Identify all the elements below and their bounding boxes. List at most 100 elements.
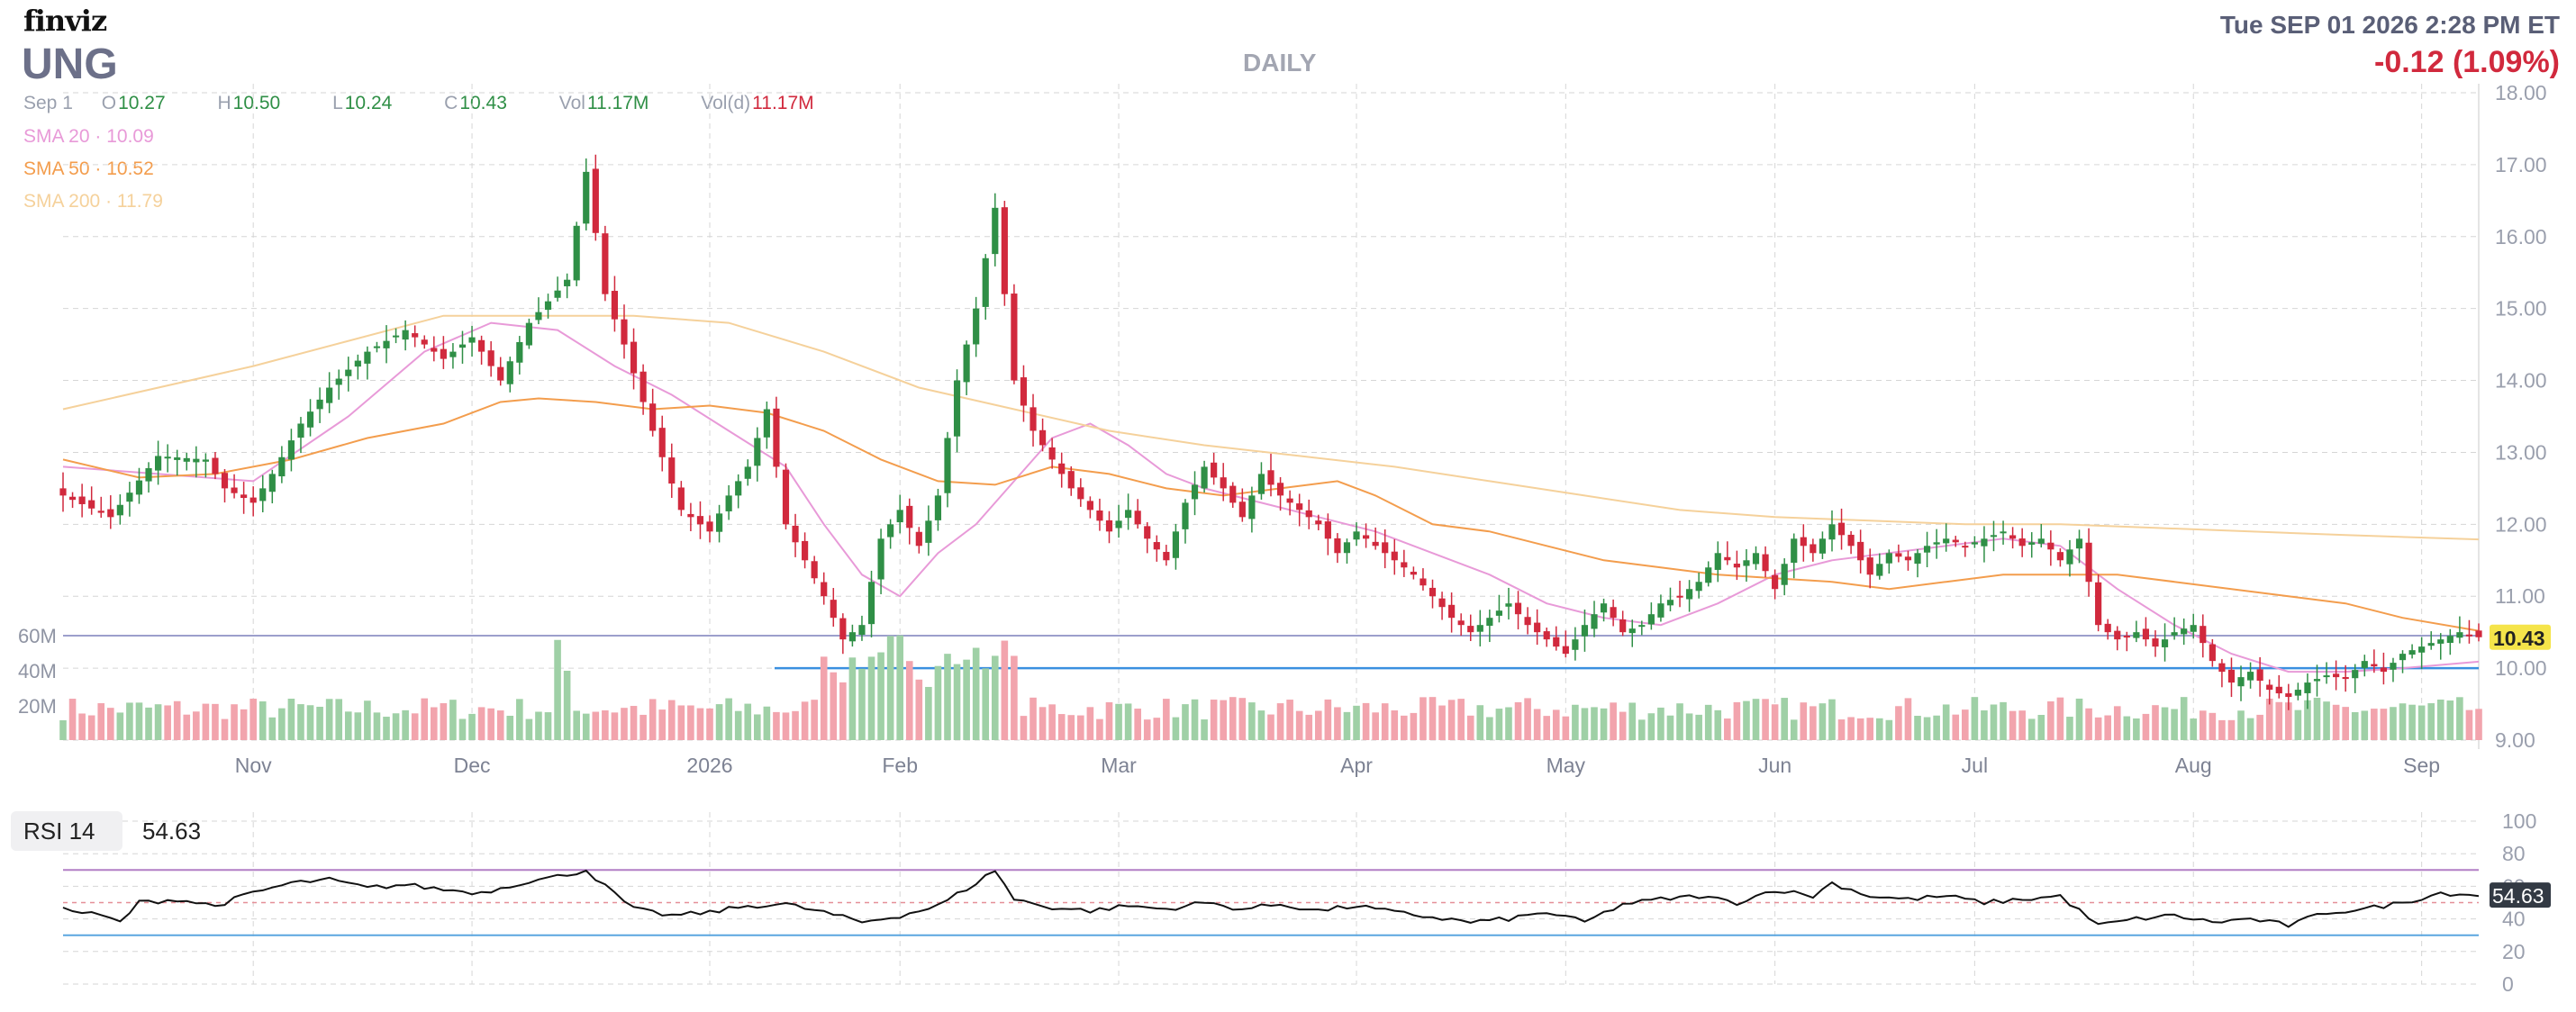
candle-body (2218, 663, 2226, 673)
volume-bar (173, 700, 181, 740)
volume-bar (1257, 710, 1265, 740)
sma200-legend[interactable]: SMA 200 · 11.79 (23, 191, 163, 212)
candle-body (458, 344, 467, 348)
volume-tick-label: 20M (18, 695, 57, 718)
candle-body (2380, 667, 2387, 673)
candle-body (97, 511, 104, 513)
volume-bar (183, 714, 191, 740)
volume-bar (925, 686, 932, 740)
volume-bar (2133, 718, 2140, 740)
volume-bar (554, 639, 561, 740)
candle-body (1686, 589, 1693, 600)
volume-bar (1191, 699, 1199, 740)
low-value: 10.24 (344, 93, 393, 113)
candle-body (1524, 617, 1531, 626)
price-tick-label: 18.00 (2495, 81, 2547, 104)
candle-body (1115, 520, 1122, 529)
volume-bar (2246, 718, 2254, 740)
candle-body (1666, 600, 1674, 606)
rsi-panel: 10080604020054.63 (62, 809, 2551, 996)
volume-bar (1201, 719, 1208, 740)
month-tick-label: Feb (882, 754, 918, 777)
rsi-tick-label: 80 (2502, 842, 2526, 865)
candle-body (221, 473, 229, 489)
price-tick-label: 10.00 (2495, 656, 2547, 680)
candle-body (773, 408, 780, 467)
candle-body (1952, 539, 1959, 543)
candle-body (973, 308, 980, 345)
volume-bar (1229, 697, 1237, 740)
volume-bar (278, 708, 286, 740)
candle-body (2475, 630, 2482, 637)
volume-bar (487, 708, 494, 740)
volume-bar (2075, 698, 2083, 740)
volume-bar (2123, 716, 2131, 740)
volume-bar (1420, 697, 1427, 740)
rsi-indicator-label[interactable]: RSI 14 (11, 811, 122, 851)
candle-body (1895, 553, 1902, 557)
volume-bar (525, 718, 533, 740)
candle-body (1382, 542, 1389, 554)
candle-body (1876, 564, 1883, 576)
candle-body (1182, 502, 1189, 529)
candle-body (2342, 677, 2349, 680)
volume-bar (1381, 703, 1389, 740)
candle-body (1819, 538, 1827, 554)
candle-body (1724, 556, 1731, 561)
candle-body (145, 468, 152, 482)
rsi-tick-label: 40 (2502, 908, 2526, 931)
volume-bar (2285, 702, 2292, 740)
candle-body (1714, 553, 1721, 570)
volume-bar (2390, 707, 2397, 740)
candle-body (1619, 619, 1627, 633)
volume-bar (687, 705, 694, 740)
volume-bar (2009, 710, 2017, 740)
volume-bar (2446, 700, 2454, 740)
close-label: C (444, 93, 458, 113)
candle-body (1810, 544, 1817, 554)
candle-body (611, 291, 619, 320)
high-label: H (217, 93, 231, 113)
candle-body (1837, 522, 1846, 536)
volume-bar (2047, 701, 2054, 740)
candle-body (155, 456, 162, 471)
high-value: 10.50 (232, 93, 281, 113)
sma50-legend[interactable]: SMA 50 · 10.52 (23, 158, 154, 179)
volume-bar (2237, 710, 2245, 740)
sma20-legend[interactable]: SMA 20 · 10.09 (23, 126, 154, 147)
volume-bar (1828, 699, 1836, 740)
price-tick-label: 15.00 (2495, 297, 2547, 321)
candle-body (1267, 470, 1274, 485)
candle-body (1610, 607, 1617, 619)
volume-bar (1962, 709, 1969, 740)
candle-body (326, 387, 333, 403)
volume-bar (1011, 655, 1018, 740)
candle-body (877, 538, 884, 580)
candle-body (1296, 503, 1303, 511)
chart-grid (63, 84, 2480, 984)
candle-body (1514, 602, 1522, 615)
candle-body (1943, 538, 1950, 544)
volume-bar (335, 699, 343, 740)
candle-body (802, 540, 809, 561)
price-tick-label: 11.00 (2495, 584, 2545, 608)
finviz-logo[interactable]: finviz (23, 4, 107, 38)
candle-body (677, 487, 685, 511)
timeframe-label[interactable]: DAILY (1243, 49, 1317, 77)
volume-bar (2332, 704, 2340, 740)
volume-bar (1495, 709, 1503, 740)
candle-body (1220, 477, 1227, 489)
volume-bar (1942, 704, 1950, 740)
volume-bar (1875, 718, 1883, 740)
volume-bar (563, 670, 571, 740)
volume-bar (1466, 715, 1474, 740)
ticker-symbol: UNG (22, 41, 118, 88)
candle-body (1448, 604, 1456, 619)
volume-bar (2227, 719, 2236, 740)
candle-body (2152, 638, 2159, 647)
candle-body (687, 513, 694, 518)
candle-body (1791, 538, 1798, 564)
volume-bar (59, 719, 67, 740)
volume-bar (1990, 704, 1998, 740)
